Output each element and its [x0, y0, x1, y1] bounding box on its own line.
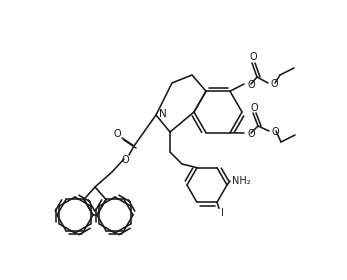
Text: N: N: [159, 109, 167, 119]
Text: O: O: [250, 103, 258, 113]
Text: O: O: [247, 80, 255, 90]
Text: I: I: [221, 208, 223, 218]
Text: O: O: [272, 127, 280, 137]
Text: NH₂: NH₂: [232, 176, 250, 186]
Text: O: O: [121, 155, 129, 165]
Text: O: O: [113, 129, 121, 139]
Text: O: O: [249, 52, 257, 62]
Text: O: O: [247, 129, 255, 139]
Text: O: O: [271, 79, 279, 89]
